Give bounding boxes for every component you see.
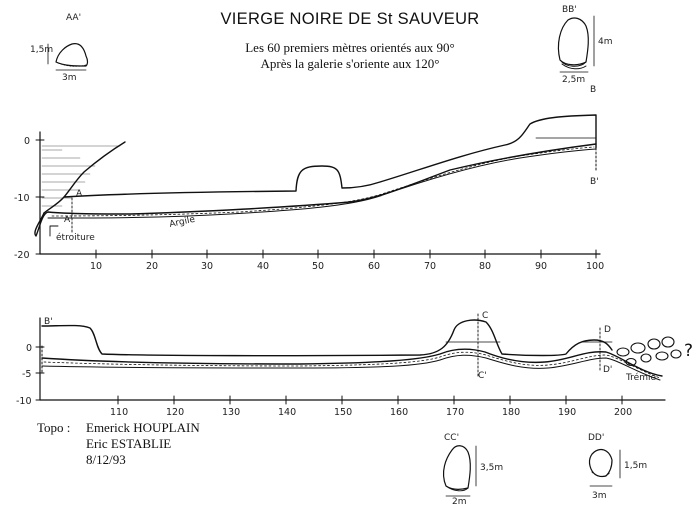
top-x-tick-1: 20 bbox=[146, 261, 158, 272]
label-tremie: Trémie bbox=[625, 372, 656, 383]
top-y-tick-0: 0 bbox=[24, 136, 30, 147]
bottom-y-tick-2: -10 bbox=[16, 396, 32, 407]
etroiture-arrow bbox=[49, 225, 59, 237]
top-x-tick-3: 40 bbox=[257, 261, 269, 272]
bottom-y-tick-0: 0 bbox=[26, 343, 32, 354]
bottom-x-tick-7: 180 bbox=[502, 407, 520, 418]
bottom-x-tick-3: 140 bbox=[278, 407, 296, 418]
profile-top: 0 -10 -20 10 20 30 40 50 60 70 80 90 100 bbox=[14, 85, 604, 272]
bottom-x-tick-4: 150 bbox=[334, 407, 352, 418]
section-cc-label: CC' bbox=[444, 433, 459, 443]
bottom-x-tick-5: 160 bbox=[390, 407, 408, 418]
section-dd-label: DD' bbox=[588, 433, 604, 443]
section-aa-height: 1,5m bbox=[30, 45, 53, 55]
subtitle-line-2: Après la galerie s'oriente aux 120° bbox=[260, 56, 440, 71]
credits-label: Topo : bbox=[37, 420, 71, 435]
top-x-tick-8: 90 bbox=[535, 261, 547, 272]
bottom-ceiling-line bbox=[41, 319, 613, 357]
top-x-tick-6: 70 bbox=[424, 261, 436, 272]
top-floor-line bbox=[34, 143, 597, 237]
bottom-deposit-line bbox=[41, 354, 661, 381]
bottom-x-tick-1: 120 bbox=[166, 407, 184, 418]
section-dd-height: 1,5m bbox=[624, 461, 647, 471]
bottom-x-tick-8: 190 bbox=[558, 407, 576, 418]
bottom-deposit-pebbles bbox=[43, 351, 661, 379]
tremie-boulders bbox=[616, 336, 682, 367]
top-y-tick-1: -10 bbox=[14, 193, 30, 204]
label-c: C bbox=[482, 311, 488, 321]
bottom-label-b-prime: B' bbox=[44, 317, 53, 327]
author-1: Emerick HOUPLAIN bbox=[86, 420, 200, 435]
label-b-prime: B' bbox=[590, 177, 599, 187]
top-ceiling-line bbox=[43, 114, 597, 214]
top-x-tick-2: 30 bbox=[201, 261, 213, 272]
section-cc-width: 2m bbox=[452, 497, 467, 506]
label-a: A bbox=[76, 189, 83, 199]
label-b: B bbox=[590, 85, 596, 95]
section-bb-height: 4m bbox=[598, 37, 613, 47]
top-y-tick-2: -20 bbox=[14, 250, 30, 261]
label-argile: Argile bbox=[169, 215, 197, 230]
credits-block: Emerick HOUPLAIN Eric ESTABLIE 8/12/93 bbox=[86, 420, 200, 468]
profile-bottom: 0 -5 -10 110 120 130 140 150 160 170 180… bbox=[16, 311, 693, 418]
label-c-prime: C' bbox=[478, 371, 487, 381]
page-title: VIERGE NOIRE DE St SAUVEUR bbox=[220, 10, 480, 28]
section-dd-width: 3m bbox=[592, 491, 607, 501]
top-x-tick-5: 60 bbox=[368, 261, 380, 272]
section-bb-width: 2,5m bbox=[562, 75, 585, 85]
survey-date: 8/12/93 bbox=[86, 452, 126, 467]
section-aa: AA' 1,5m 3m bbox=[30, 13, 89, 83]
subtitle-line-1: Les 60 premiers mètres orientés aux 90° bbox=[245, 40, 455, 55]
top-x-tick-0: 10 bbox=[90, 261, 102, 272]
label-d-prime: D' bbox=[603, 365, 612, 375]
section-aa-width: 3m bbox=[62, 73, 77, 83]
label-d: D bbox=[604, 325, 611, 335]
section-bb-label: BB' bbox=[562, 5, 577, 15]
label-a-prime: A' bbox=[64, 215, 73, 225]
bottom-x-tick-0: 110 bbox=[110, 407, 128, 418]
top-x-tick-7: 80 bbox=[479, 261, 491, 272]
bottom-x-tick-9: 200 bbox=[614, 407, 632, 418]
section-aa-label: AA' bbox=[66, 13, 81, 23]
top-deposit-pebbles bbox=[51, 146, 595, 217]
top-x-tick-9: 100 bbox=[586, 261, 604, 272]
section-cc: CC' 3,5m 2m bbox=[442, 433, 503, 506]
bottom-y-tick-1: -5 bbox=[22, 369, 31, 380]
label-etroiture: étroiture bbox=[56, 232, 95, 243]
section-dd: DD' 1,5m 3m bbox=[588, 433, 647, 501]
author-2: Eric ESTABLIE bbox=[86, 436, 172, 451]
section-cc-height: 3,5m bbox=[480, 463, 503, 473]
top-x-tick-4: 50 bbox=[312, 261, 324, 272]
top-deposit-line bbox=[47, 148, 597, 219]
bottom-x-tick-6: 170 bbox=[446, 407, 464, 418]
label-question-mark: ? bbox=[684, 341, 693, 361]
bottom-floor-line bbox=[41, 348, 663, 377]
section-bb: BB' 4m 2,5m bbox=[557, 5, 613, 85]
bottom-x-tick-2: 130 bbox=[222, 407, 240, 418]
